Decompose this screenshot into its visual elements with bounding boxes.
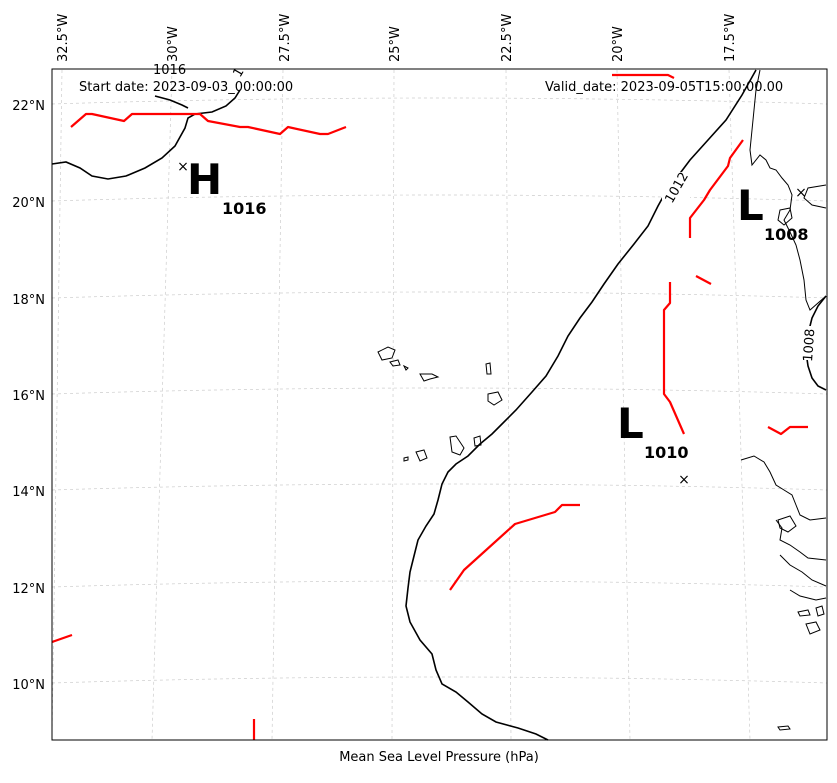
lon-label: 17.5°W xyxy=(723,14,738,62)
lat-label: 10°N xyxy=(12,678,45,693)
longitude-labels: 32.5°W 30°W 27.5°W 25°W 22.5°W 20°W 17.5… xyxy=(56,14,738,62)
isobar-label-1016-partial: 1 xyxy=(230,65,247,80)
coast-detail xyxy=(803,184,827,209)
cape-verde-island xyxy=(415,449,428,462)
small-island xyxy=(777,725,791,731)
cape-verde-island xyxy=(403,456,409,462)
lon-label: 22.5°W xyxy=(500,14,515,62)
high-pressure-value: 1016 xyxy=(222,199,267,218)
lat-label: 18°N xyxy=(12,293,45,308)
map-frame xyxy=(51,68,828,741)
low-pressure-value: 1008 xyxy=(764,225,809,244)
front-line xyxy=(70,112,347,136)
map-xlabel: Mean Sea Level Pressure (hPa) xyxy=(339,750,539,765)
lat-label: 20°N xyxy=(12,196,45,211)
lat-label: 16°N xyxy=(12,389,45,404)
front-line xyxy=(51,633,73,644)
lat-gridline xyxy=(51,291,828,299)
bijagos-island xyxy=(815,605,825,617)
front-line xyxy=(767,425,808,436)
fronts xyxy=(51,73,808,740)
isobar-1012 xyxy=(405,69,757,741)
front-line xyxy=(662,282,686,435)
isobar-label-bg xyxy=(798,326,814,360)
cape-verde-island xyxy=(419,373,440,382)
cape-verde-island xyxy=(449,435,465,456)
lon-gridline xyxy=(616,69,631,741)
front-line xyxy=(688,139,744,238)
gridlines xyxy=(51,69,828,741)
lat-label: 22°N xyxy=(12,99,45,114)
cape-verde-island xyxy=(377,346,396,361)
cape-verde-island xyxy=(487,391,503,406)
low-center-marker: × xyxy=(678,472,690,488)
lat-gridline xyxy=(51,483,828,491)
lon-label: 25°W xyxy=(388,26,403,62)
cape-verde-island xyxy=(473,435,482,447)
lon-label: 32.5°W xyxy=(56,14,71,62)
isobar-1016-fragment xyxy=(154,95,189,109)
isobar-1016-north xyxy=(51,89,241,180)
lon-label: 20°W xyxy=(611,26,626,62)
isobar-label-1016: 1016 xyxy=(153,63,186,78)
lon-label: 27.5°W xyxy=(278,14,293,62)
low-pressure-value: 1010 xyxy=(644,443,689,462)
cape-verde-mainland-coast xyxy=(740,455,827,601)
lat-label: 12°N xyxy=(12,582,45,597)
coastline xyxy=(377,69,827,731)
bijagos-island xyxy=(797,609,811,617)
front-line xyxy=(695,275,712,285)
lon-gridline xyxy=(151,69,173,741)
west-africa-coast xyxy=(749,69,827,311)
low-center-marker: × xyxy=(795,185,807,201)
isobar-label-bg xyxy=(662,172,690,200)
bijagos-island xyxy=(805,621,821,635)
lon-gridline xyxy=(728,69,751,741)
lat-gridline xyxy=(51,676,828,684)
isobars xyxy=(51,69,827,741)
high-pressure-letter: H xyxy=(187,155,222,204)
lon-gridline xyxy=(505,69,512,741)
pressure-systems: × H 1016 × L 1008 × L 1010 xyxy=(177,155,808,488)
lon-label: 30°W xyxy=(166,26,181,62)
front-line xyxy=(612,73,675,79)
isobar-label-1008: 1008 xyxy=(801,328,818,362)
low-pressure-letter: L xyxy=(617,399,644,448)
cape-verde-island xyxy=(389,359,401,367)
cape-verde-island xyxy=(485,362,492,375)
lon-gridline xyxy=(391,69,395,741)
lon-gridline xyxy=(271,69,284,741)
latitude-labels: 22°N 20°N 18°N 16°N 14°N 12°N 10°N xyxy=(12,99,45,693)
cape-verde-island xyxy=(402,364,409,371)
high-center-marker: × xyxy=(177,159,189,175)
lat-gridline xyxy=(51,580,828,588)
island-group xyxy=(777,515,797,533)
coast-detail xyxy=(777,207,793,226)
start-date-label: Start date: 2023-09-03_00:00:00 xyxy=(79,80,293,95)
valid-date-label: Valid_date: 2023-09-05T15:00:00.00 xyxy=(545,80,783,95)
low-pressure-letter: L xyxy=(737,181,764,230)
lon-gridline xyxy=(51,69,63,741)
lat-gridline xyxy=(51,194,828,202)
lat-gridline xyxy=(51,387,828,395)
lat-gridline xyxy=(51,97,828,105)
lat-label: 14°N xyxy=(12,485,45,500)
front-line xyxy=(449,503,580,591)
